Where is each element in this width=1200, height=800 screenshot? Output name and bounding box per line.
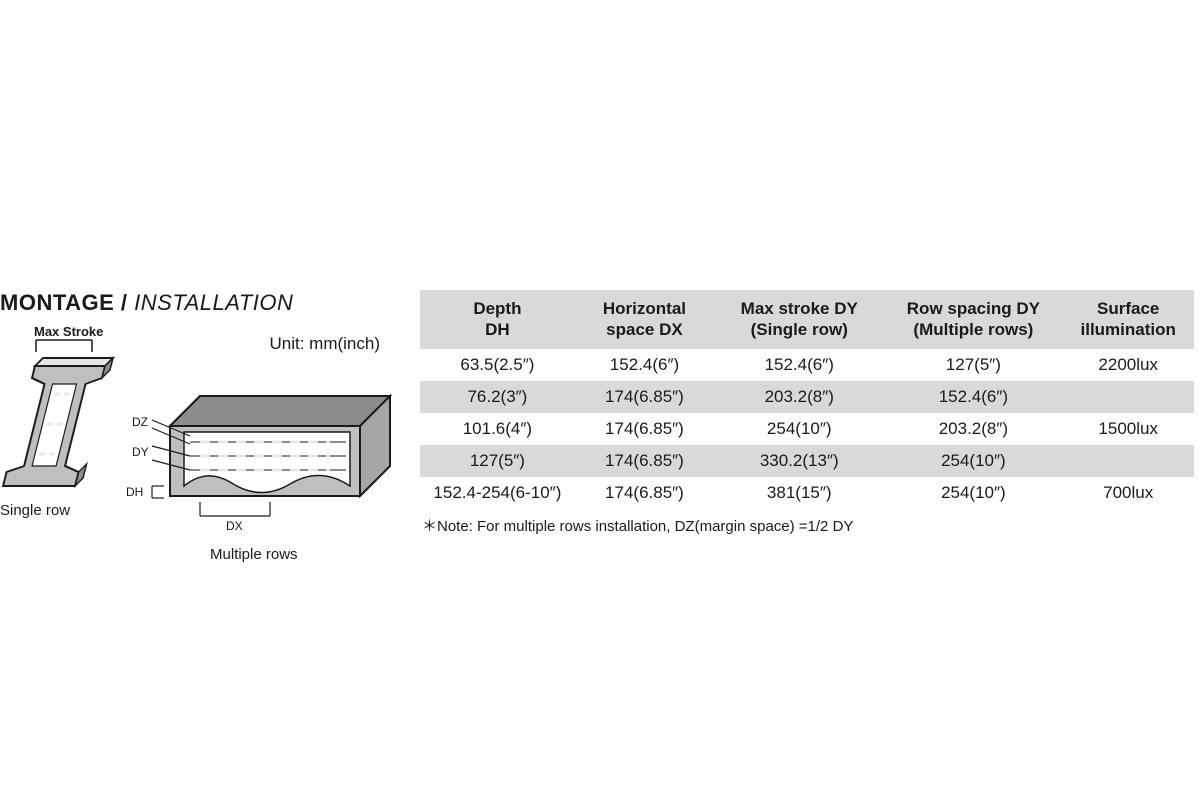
table-cell: 254(10″) <box>884 477 1062 509</box>
table-row: 101.6(4″)174(6.85″)254(10″)203.2(8″)1500… <box>420 413 1194 445</box>
svg-text:DH: DH <box>126 485 143 499</box>
installation-section: MONTAGE / INSTALLATION Unit: mm(inch) <box>0 290 1200 556</box>
section-heading: MONTAGE / INSTALLATION <box>0 290 410 316</box>
table-row: 127(5″)174(6.85″)330.2(13″)254(10″) <box>420 445 1194 477</box>
table-cell: 203.2(8″) <box>714 381 884 413</box>
table-cell: 152.4(6″) <box>575 349 714 381</box>
table-cell: 63.5(2.5″) <box>420 349 575 381</box>
installation-diagram: Max Stroke <box>0 326 410 556</box>
heading-main: MONTAGE / <box>0 290 134 315</box>
table-cell: 2200lux <box>1062 349 1194 381</box>
multiple-rows-caption: Multiple rows <box>210 546 298 563</box>
table-cell: 1500lux <box>1062 413 1194 445</box>
spec-table: DepthDHHorizontalspace DXMax stroke DY(S… <box>420 290 1194 509</box>
diagram-panel: MONTAGE / INSTALLATION Unit: mm(inch) <box>0 290 420 556</box>
unit-label: Unit: mm(inch) <box>269 334 380 354</box>
single-row-caption: Single row <box>0 502 70 519</box>
table-cell: 76.2(3″) <box>420 381 575 413</box>
spec-panel: DepthDHHorizontalspace DXMax stroke DY(S… <box>420 290 1200 536</box>
table-cell: 381(15″) <box>714 477 884 509</box>
table-cell: 152.4(6″) <box>714 349 884 381</box>
table-cell: 174(6.85″) <box>575 445 714 477</box>
footnote: ＊Note: For multiple rows installation, D… <box>420 515 1194 536</box>
dx-callout: DX <box>200 502 270 533</box>
table-cell: 254(10″) <box>884 445 1062 477</box>
table-cell: 330.2(13″) <box>714 445 884 477</box>
table-cell: 127(5″) <box>884 349 1062 381</box>
max-stroke-label: Max Stroke <box>34 326 103 339</box>
table-cell <box>1062 445 1194 477</box>
max-stroke-callout: Max Stroke <box>34 326 103 352</box>
diagram-wrap: Unit: mm(inch) <box>0 326 410 556</box>
table-cell <box>1062 381 1194 413</box>
table-cell: 174(6.85″) <box>575 413 714 445</box>
table-cell: 254(10″) <box>714 413 884 445</box>
table-cell: 700lux <box>1062 477 1194 509</box>
spec-col-header: DepthDH <box>420 290 575 349</box>
table-cell: 152.4-254(6-10″) <box>420 477 575 509</box>
table-cell: 101.6(4″) <box>420 413 575 445</box>
spec-col-header: Row spacing DY(Multiple rows) <box>884 290 1062 349</box>
spec-body: 63.5(2.5″)152.4(6″)152.4(6″)127(5″)2200l… <box>420 349 1194 509</box>
table-cell: 174(6.85″) <box>575 477 714 509</box>
spec-header-row: DepthDHHorizontalspace DXMax stroke DY(S… <box>420 290 1194 349</box>
table-row: 152.4-254(6-10″)174(6.85″)381(15″)254(10… <box>420 477 1194 509</box>
table-row: 76.2(3″)174(6.85″)203.2(8″)152.4(6″) <box>420 381 1194 413</box>
dh-callout: DH <box>126 485 164 499</box>
table-cell: 152.4(6″) <box>884 381 1062 413</box>
single-letter-icon: Max Stroke <box>3 326 113 486</box>
table-cell: 174(6.85″) <box>575 381 714 413</box>
svg-text:DZ: DZ <box>132 415 148 429</box>
svg-text:DY: DY <box>132 445 149 459</box>
svg-text:DX: DX <box>226 519 243 533</box>
table-cell: 127(5″) <box>420 445 575 477</box>
table-row: 63.5(2.5″)152.4(6″)152.4(6″)127(5″)2200l… <box>420 349 1194 381</box>
table-cell: 203.2(8″) <box>884 413 1062 445</box>
heading-sub: INSTALLATION <box>134 290 293 315</box>
spec-col-header: Max stroke DY(Single row) <box>714 290 884 349</box>
multiple-rows-icon: DZ DY DH <box>126 396 390 533</box>
spec-col-header: Horizontalspace DX <box>575 290 714 349</box>
spec-col-header: Surfaceillumination <box>1062 290 1194 349</box>
